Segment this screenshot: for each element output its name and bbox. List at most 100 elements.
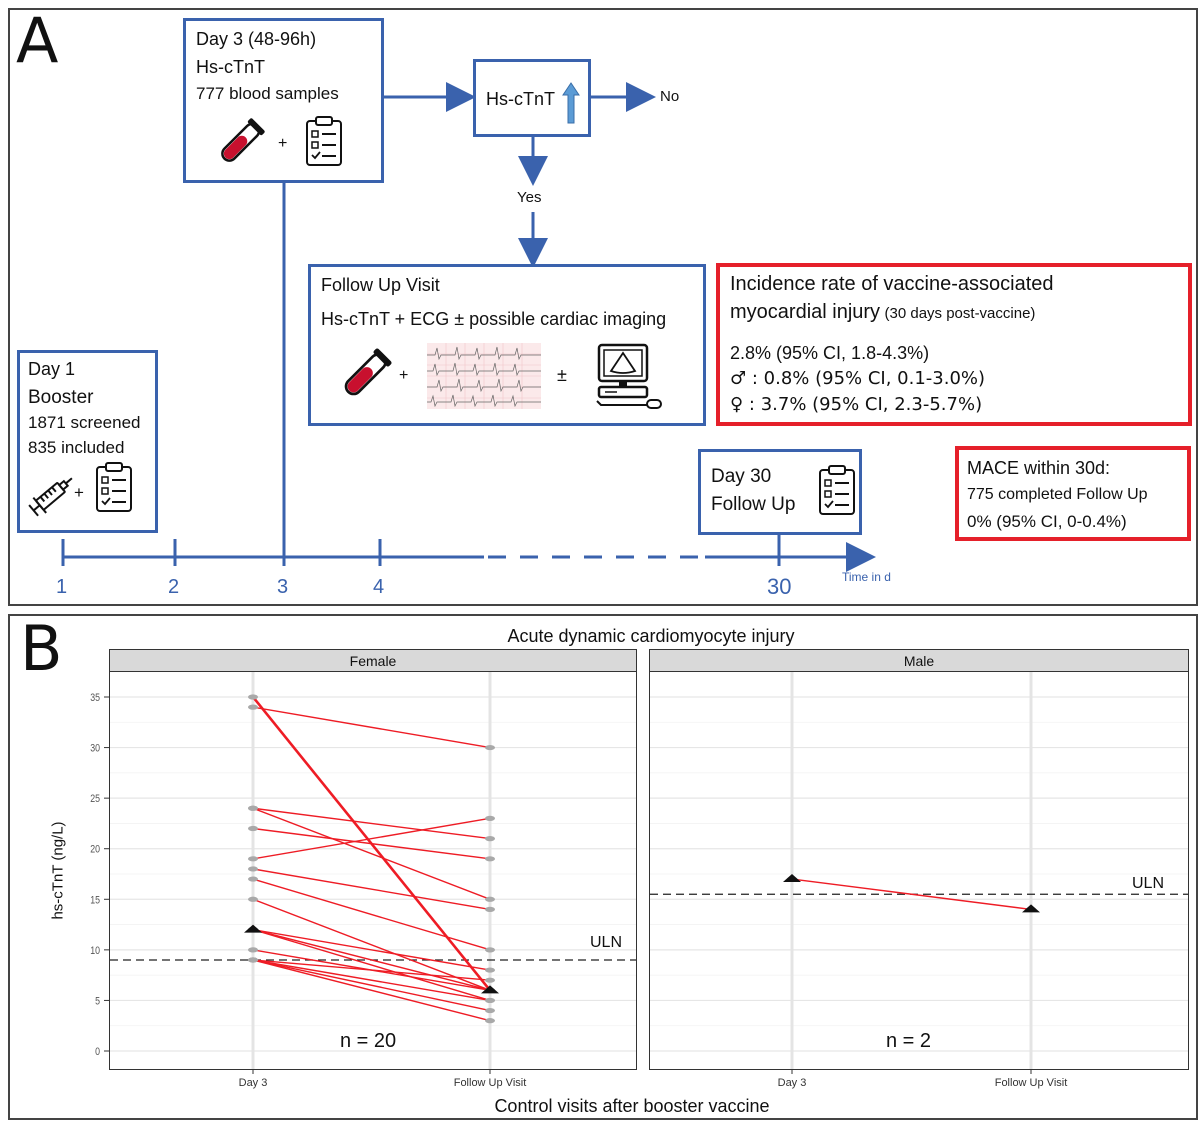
data-point — [485, 836, 495, 842]
y-tick-label: 5 — [95, 996, 100, 1008]
panel-a-letter: A — [16, 4, 59, 77]
data-point — [248, 876, 258, 882]
x-axis: Day 3 Follow Up Visit Day 3 Follow Up Visit — [239, 1069, 1068, 1089]
y-tick-label: 35 — [90, 692, 100, 704]
facet-strip-female: Female — [109, 649, 637, 672]
data-point — [248, 805, 258, 811]
clipboard-checklist-icon — [96, 462, 132, 512]
panel-b: B — [8, 612, 1198, 1120]
data-line — [252, 928, 491, 971]
facet-strip-label: Male — [903, 653, 935, 669]
data-line — [791, 878, 1032, 911]
data-line — [252, 807, 491, 840]
y-tick-label: 15 — [90, 894, 100, 906]
data-point — [485, 977, 495, 983]
followup-title: Follow Up Visit — [321, 275, 440, 295]
data-line — [252, 959, 491, 981]
followup-pm: ± — [557, 365, 567, 385]
panel-a: A — [8, 4, 1198, 606]
data-line — [252, 868, 491, 911]
y-tick-label: 20 — [90, 844, 100, 856]
triangle-marker — [1022, 904, 1040, 913]
incidence-title2-row: myocardial injury (30 days post-vaccine) — [730, 301, 1035, 324]
data-line — [252, 959, 491, 1012]
x-tick-label: Day 3 — [239, 1077, 268, 1089]
data-point — [248, 694, 258, 700]
incidence-title1: Incidence rate of vaccine-associated — [730, 273, 1054, 295]
day1-plus: + — [74, 483, 84, 502]
incidence-title2: myocardial injury — [730, 301, 881, 323]
data-point — [485, 947, 495, 953]
data-point — [248, 825, 258, 832]
data-point — [248, 856, 258, 862]
data-line — [252, 959, 491, 1022]
timeline-label-4: 4 — [373, 576, 385, 598]
followup-subtitle: Hs-cTnT + ECG ± possible cardiac imaging — [321, 309, 667, 329]
data-line — [252, 706, 491, 749]
day3-line3: 777 blood samples — [196, 84, 339, 103]
data-line — [252, 878, 491, 951]
data-point — [248, 866, 258, 872]
data-point — [248, 704, 258, 710]
data-point — [485, 744, 495, 751]
uln-label-male: ULN — [1132, 875, 1165, 892]
blood-tube-icon — [221, 118, 265, 162]
x-tick-label: Follow Up Visit — [454, 1077, 527, 1089]
y-tick-label: 0 — [95, 1046, 100, 1058]
mace-line2: 775 completed Follow Up — [967, 486, 1148, 503]
n-label-female: n = 20 — [340, 1030, 397, 1052]
clipboard-checklist-icon — [819, 465, 855, 515]
facet-panel-female — [109, 672, 637, 1070]
data-line — [252, 807, 491, 900]
timeline-label-1: 1 — [56, 576, 68, 598]
data-line — [252, 928, 491, 1002]
up-arrow-icon — [562, 82, 580, 124]
mace-line3: 0% (95% CI, 0-0.4%) — [967, 512, 1127, 531]
ecg-strip-icon — [427, 343, 541, 409]
timeline-label-2: 2 — [168, 576, 180, 598]
ultrasound-machine-icon — [596, 343, 662, 409]
data-point — [485, 997, 495, 1004]
uln-label-female: ULN — [590, 934, 623, 951]
chart-title: Acute dynamic cardiomyocyte injury — [507, 626, 795, 646]
x-tick-label: Day 3 — [778, 1077, 807, 1089]
day3-title: Day 3 (48-96h) — [196, 29, 317, 49]
y-tick-label: 25 — [90, 793, 100, 805]
incidence-female: ♀ : 3.7% (95% CI, 2.3-5.7%) — [730, 394, 983, 415]
data-point — [485, 815, 495, 821]
day1-line3: 1871 screened — [28, 413, 141, 432]
x-tick-label: Follow Up Visit — [995, 1077, 1068, 1089]
day30-line2: Follow Up — [711, 494, 796, 515]
data-point — [485, 896, 495, 902]
timeline-label-3: 3 — [277, 576, 289, 598]
data-line — [252, 827, 491, 860]
followup-visit-box: Follow Up Visit Hs-cTnT + ECG ± possible… — [308, 264, 706, 426]
chart-xlabel: Control visits after booster vaccine — [494, 1096, 770, 1116]
blood-tube-icon — [344, 348, 392, 396]
y-tick-label: 30 — [90, 743, 100, 755]
data-point — [485, 1007, 495, 1014]
followup-plus: + — [399, 367, 409, 384]
mace-box: MACE within 30d: 775 completed Follow Up… — [955, 446, 1191, 541]
day1-line1: Day 1 — [28, 359, 76, 379]
data-point — [485, 967, 495, 973]
plot-female — [110, 672, 636, 1069]
data-point — [248, 896, 258, 902]
data-point — [485, 906, 495, 912]
mace-line1: MACE within 30d: — [967, 458, 1111, 478]
day1-line2: Booster — [28, 387, 94, 408]
data-point — [248, 957, 258, 963]
facet-strip-male: Male — [649, 649, 1189, 672]
day3-box: Day 3 (48-96h) Hs-cTnT 777 blood samples… — [183, 18, 384, 183]
decision-box: Hs-cTnT — [473, 59, 591, 137]
triangle-marker — [783, 874, 801, 883]
n-label-male: n = 2 — [886, 1030, 932, 1052]
decision-label: Hs-cTnT — [486, 89, 555, 109]
no-label: No — [660, 88, 680, 105]
incidence-male: ♂ : 0.8% (95% CI, 0.1-3.0%) — [730, 368, 986, 389]
timeline-axis-label: Time in d — [842, 570, 891, 584]
day3-line2: Hs-cTnT — [196, 57, 265, 77]
panel-a-connectors — [61, 82, 876, 572]
clipboard-checklist-icon — [306, 116, 342, 166]
day1-box: Day 1 Booster 1871 screened 835 included… — [17, 350, 158, 533]
